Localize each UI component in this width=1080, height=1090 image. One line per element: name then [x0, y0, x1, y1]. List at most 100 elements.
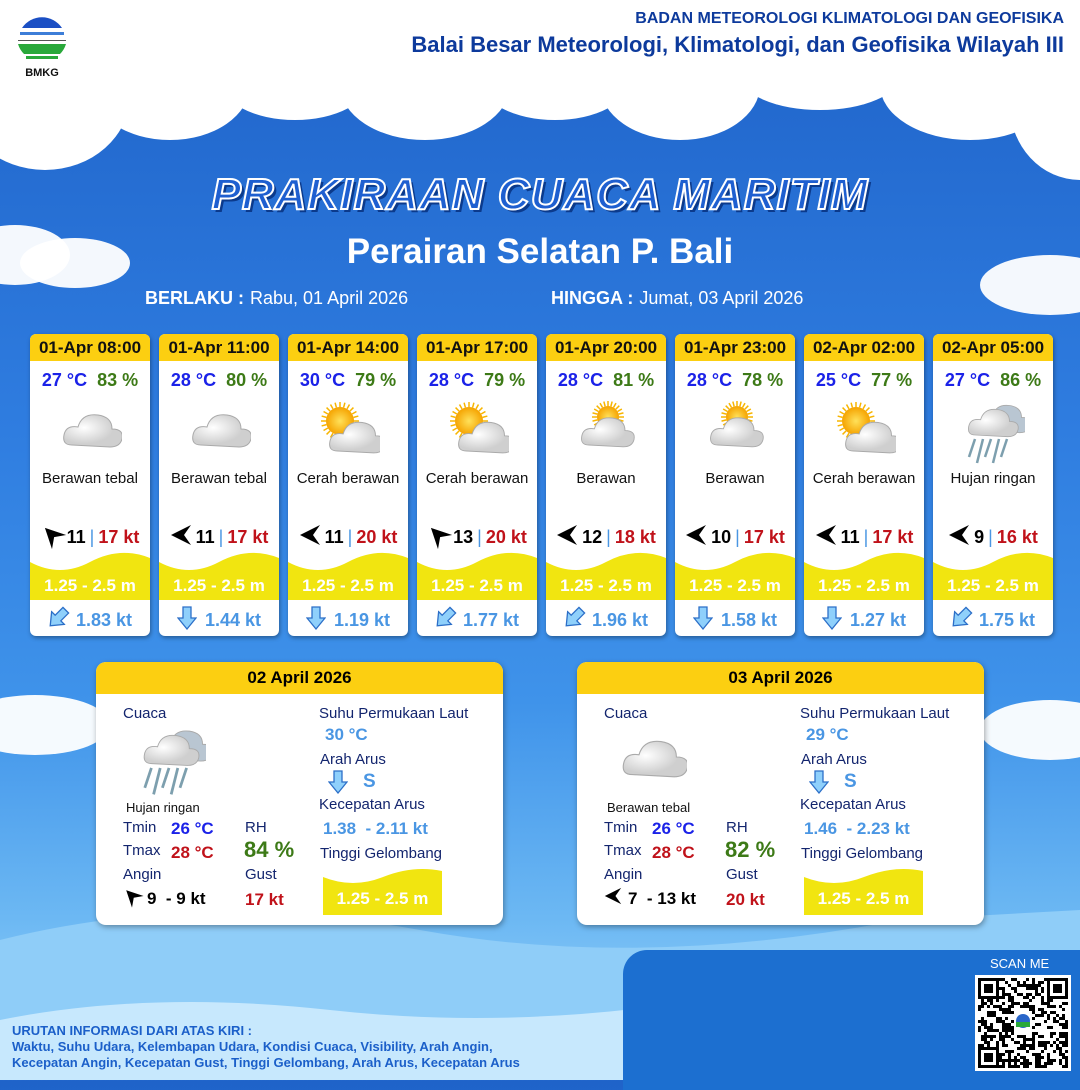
wave-height: 1.25 - 2.5 m [817, 889, 910, 908]
separator: | [347, 527, 353, 547]
separator: | [606, 527, 611, 547]
valid-to: HINGGA : Jumat, 03 April 2026 [551, 288, 803, 309]
wave-height-graphic: 1.25 - 2.5 m [804, 867, 923, 915]
gust-speed: 20 kt [356, 527, 398, 547]
wave-height: 1.25 - 2.5 m [336, 889, 429, 908]
forecast-time: 02-Apr 05:00 [933, 334, 1053, 361]
wind-label: Angin [123, 866, 162, 883]
air-temperature: 30 °C [299, 370, 346, 390]
forecast-time: 01-Apr 23:00 [675, 334, 795, 361]
wind-direction-icon [123, 887, 144, 910]
sun-cloud-icon [417, 397, 537, 467]
svg-text:BMKG: BMKG [25, 67, 59, 78]
current-speed-label: Kecepatan Arus [800, 796, 906, 813]
weather-condition: Cerah berawan [296, 470, 400, 487]
wave-height-graphic: 1.25 - 2.5 m [417, 548, 537, 600]
current-speed-label: Kecepatan Arus [319, 796, 425, 813]
weather-condition: Berawan tebal [607, 800, 691, 815]
arrow-southwest-icon [564, 606, 586, 635]
wave-height: 1.25 - 2.5 m [947, 576, 1039, 595]
air-temperature: 28 °C [686, 370, 733, 390]
wave-height: 1.25 - 2.5 m [689, 576, 781, 595]
wind-arrow-west-icon [299, 524, 321, 551]
sst-value: 29 °C [806, 725, 849, 744]
weather-condition: Berawan [576, 470, 636, 487]
wind-label: Angin [604, 866, 643, 883]
air-temperature: 25 °C [815, 370, 862, 390]
legend-line-2: Kecepatan Angin, Kecepatan Gust, Tinggi … [12, 1055, 520, 1070]
separator: | [735, 527, 740, 547]
gust-speed: 17 kt [227, 527, 269, 547]
air-temperature: 27 °C [944, 370, 991, 390]
humidity: 79 % [484, 370, 526, 390]
tmin-label: Tmin [604, 819, 638, 836]
forecast-card: 01-Apr 23:00 28 °C 78 % Berawan 10 | 17 kt… [675, 334, 795, 636]
wind-value: 7 - 13 kt [628, 888, 697, 908]
arrow-south-icon [692, 606, 714, 635]
wind-speed: 11 [840, 527, 860, 547]
wind-arrow-west-icon [685, 524, 707, 551]
org-name: BADAN METEOROLOGI KLIMATOLOGI DAN GEOFIS… [635, 10, 1064, 27]
wind-arrow-northwest-icon [427, 524, 453, 551]
current-speed: 1.58 kt [720, 610, 778, 630]
current-speed: 1.27 kt [849, 610, 907, 630]
wave-height: 1.25 - 2.5 m [818, 576, 910, 595]
humidity: 79 % [355, 370, 397, 390]
wave-height: 1.25 - 2.5 m [44, 576, 136, 595]
wind-speed: 11 [66, 527, 86, 547]
wind-speed: 12 [582, 527, 603, 547]
qr-code[interactable] [975, 975, 1071, 1071]
current-direction-label: Arah Arus [801, 751, 867, 768]
sst-label: Suhu Permukaan Laut [800, 705, 950, 722]
weather-condition: Berawan tebal [42, 470, 138, 487]
separator: | [863, 527, 869, 547]
partly-cloudy-icon [675, 397, 795, 467]
humidity: 83 % [97, 370, 139, 390]
side-cloud [980, 700, 1080, 760]
legend-title: URUTAN INFORMASI DARI ATAS KIRI : [12, 1023, 252, 1038]
gust-value: 20 kt [726, 890, 765, 909]
weather-condition: Berawan tebal [171, 470, 267, 487]
office-name: Balai Besar Meteorologi, Klimatologi, da… [411, 32, 1064, 57]
humidity: 77 % [871, 370, 913, 390]
rh-label: RH [726, 819, 748, 836]
forecast-time: 01-Apr 17:00 [417, 334, 537, 361]
current-speed-value: 1.46 - 2.23 kt [804, 819, 910, 838]
arrow-south-icon [327, 770, 349, 799]
wind-arrow-west-icon [170, 524, 192, 551]
current-speed: 1.77 kt [462, 610, 520, 630]
tmax-label: Tmax [604, 842, 642, 859]
valid-to-value: Jumat, 03 April 2026 [639, 288, 804, 308]
air-temperature: 28 °C [557, 370, 604, 390]
sun-cloud-icon [288, 397, 408, 467]
tmin-value: 26 °C [171, 819, 214, 838]
forecast-card: 01-Apr 08:00 27 °C 83 % Berawan tebal 11… [30, 334, 150, 636]
wave-height-graphic: 1.25 - 2.5 m [546, 548, 666, 600]
forecast-card: 02-Apr 02:00 25 °C 77 % Cerah berawan 11… [804, 334, 924, 636]
gust-label: Gust [726, 866, 758, 883]
air-temperature: 28 °C [170, 370, 217, 390]
gust-speed: 17 kt [872, 527, 914, 547]
wave-height-graphic: 1.25 - 2.5 m [30, 548, 150, 600]
wave-height-graphic: 1.25 - 2.5 m [288, 548, 408, 600]
air-temperature: 27 °C [41, 370, 88, 390]
forecast-time: 01-Apr 14:00 [288, 334, 408, 361]
sun-cloud-icon [804, 397, 924, 467]
daily-date: 02 April 2026 [96, 662, 503, 694]
wave-height: 1.25 - 2.5 m [431, 576, 523, 595]
rh-value: 82 % [725, 837, 776, 862]
wave-label: Tinggi Gelombang [801, 845, 924, 862]
weather-condition: Cerah berawan [425, 470, 529, 487]
separator: | [89, 527, 95, 547]
current-direction-label: Arah Arus [320, 751, 386, 768]
daily-summary-panel: 03 April 2026 Cuaca Berawan tebal Tmin 2… [577, 662, 984, 925]
gust-speed: 17 kt [98, 527, 140, 547]
forecast-time: 01-Apr 08:00 [30, 334, 150, 361]
wind-speed: 10 [711, 527, 732, 547]
gust-speed: 16 kt [996, 527, 1038, 547]
wave-height: 1.25 - 2.5 m [173, 576, 265, 595]
tmax-label: Tmax [123, 842, 161, 859]
wave-height-graphic: 1.25 - 2.5 m [675, 548, 795, 600]
valid-from-label: BERLAKU : [145, 288, 244, 308]
humidity: 86 % [1000, 370, 1042, 390]
